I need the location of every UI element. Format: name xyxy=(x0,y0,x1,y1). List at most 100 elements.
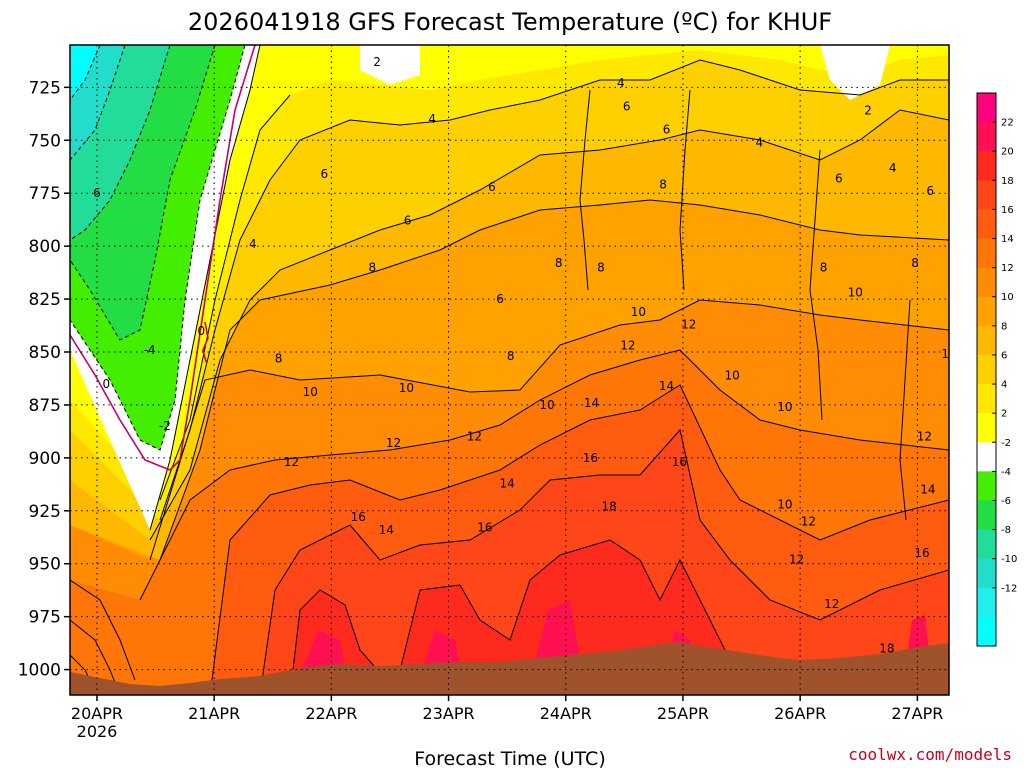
x-tick-label: 26APR xyxy=(774,704,826,723)
contour-line xyxy=(70,45,216,341)
contour-label: 2 xyxy=(373,55,381,69)
contour-label: 8 xyxy=(507,349,515,363)
contour-line xyxy=(70,45,101,101)
contour-label: 16 xyxy=(477,521,492,535)
y-tick-label: 775 xyxy=(29,184,61,204)
contour-label: 14 xyxy=(920,483,935,497)
chart-title: 2026041918 GFS Forecast Temperature (ºC)… xyxy=(188,8,832,36)
contour-label: -4 xyxy=(144,343,156,357)
colorbar-label: 16 xyxy=(1001,205,1014,216)
contour-label: 6 xyxy=(496,292,504,306)
y-tick-label: 1000 xyxy=(18,661,61,681)
colorbar-swatch xyxy=(977,500,996,531)
plot-area xyxy=(70,45,949,695)
contour-label: 8 xyxy=(275,351,283,365)
colorbar-swatch xyxy=(977,180,996,210)
colorbar-label: -6 xyxy=(1001,496,1011,507)
contour-label: 12 xyxy=(467,430,482,444)
contour-label: 12 xyxy=(824,597,839,611)
contour-label: 6 xyxy=(93,186,101,200)
y-tick-label: 975 xyxy=(29,608,61,628)
contour-line xyxy=(70,334,171,471)
contour-label: 14 xyxy=(659,379,674,393)
contour-line xyxy=(899,299,911,521)
y-tick-label: 925 xyxy=(29,502,61,522)
contour-label: -2 xyxy=(159,419,171,433)
x-tick-label: 25APR xyxy=(657,704,709,723)
contour-label: 6 xyxy=(623,99,631,113)
colorbar: 22 20 18 16 14 12 10 8 6 4 2 -2 -4 -6 -8 -10 -12 xyxy=(976,92,1017,647)
band-6 xyxy=(70,45,949,540)
contour-line xyxy=(70,45,171,241)
y-tick-label: 850 xyxy=(29,343,61,363)
band-white-top xyxy=(360,45,890,100)
contour-line xyxy=(149,299,949,561)
contour-label: 12 xyxy=(620,339,635,353)
contour-label: 10 xyxy=(399,381,414,395)
contour-label: 16 xyxy=(914,546,929,560)
colorbar-swatch xyxy=(977,296,996,327)
colorbar-swatch xyxy=(977,471,996,501)
x-tick-label: 24APR xyxy=(540,704,592,723)
contour-label: 12 xyxy=(917,430,932,444)
contour-label: 4 xyxy=(889,161,897,175)
contour-label: 12 xyxy=(284,455,299,469)
contour-line xyxy=(259,428,949,695)
contour-label: 10 xyxy=(725,368,740,382)
colorbar-frame xyxy=(976,92,997,647)
y-tick-label: 725 xyxy=(29,78,61,98)
contour-label: 14 xyxy=(500,476,515,490)
x-tick-label: 27APR xyxy=(891,704,943,723)
y-tick-label: 750 xyxy=(29,131,61,151)
colorbar-swatch xyxy=(977,587,996,618)
colorbar-swatch xyxy=(977,325,996,356)
x-tick-label: 20APR xyxy=(71,704,123,723)
colorbar-swatch xyxy=(977,122,996,152)
y-tick-label: 875 xyxy=(29,396,61,416)
contour-label: 8 xyxy=(820,260,828,274)
contour-line xyxy=(679,89,691,291)
contour-label: 4 xyxy=(755,135,763,149)
contour-label: 18 xyxy=(601,500,616,514)
contour-line xyxy=(209,384,949,695)
contour-label: 10 xyxy=(848,286,863,300)
contour-label: 16 xyxy=(351,510,366,524)
band-neg10 xyxy=(70,45,100,100)
contour-line xyxy=(159,199,949,561)
contour-label: 6 xyxy=(926,184,934,198)
contour-label: 8 xyxy=(911,256,919,270)
contour-label: 6 xyxy=(663,123,671,137)
colorbar-label: 10 xyxy=(1001,292,1014,303)
colorbar-label: -10 xyxy=(1001,554,1017,565)
colorbar-label: -12 xyxy=(1001,583,1017,594)
contour-label: 0 xyxy=(197,324,205,338)
contour-label: 10 xyxy=(777,497,792,511)
contour-line xyxy=(139,349,949,601)
grid-lines xyxy=(70,45,949,695)
colorbar-swatch xyxy=(977,93,996,123)
contour-line xyxy=(70,619,119,691)
colorbar-label: 4 xyxy=(1001,380,1007,391)
contour-line xyxy=(70,45,246,451)
colorbar-swatch xyxy=(977,151,996,181)
contour-line xyxy=(70,45,126,161)
contour-label: 4 xyxy=(249,237,257,251)
x-axis: 20APR 21APR 22APR 23APR 24APR 25APR 26APR 27APR xyxy=(71,695,943,723)
contour-line xyxy=(579,89,591,291)
contour-label: 10 xyxy=(777,400,792,414)
colorbar-label: 20 xyxy=(1001,147,1014,158)
colorbar-swatch xyxy=(977,384,996,414)
colorbar-label: -8 xyxy=(1001,525,1011,536)
colorbar-swatch xyxy=(977,616,996,647)
negative-contours xyxy=(70,45,246,451)
contour-label: 12 xyxy=(386,436,401,450)
contour-label: 6 xyxy=(488,180,496,194)
contour-label: 14 xyxy=(379,523,394,537)
zero-contours xyxy=(70,45,256,471)
colorbar-label: 14 xyxy=(1001,234,1014,245)
y-axis: 725 750 775 800 825 850 875 900 925 950 975 1000 xyxy=(18,78,70,681)
contour-label: 12 xyxy=(681,317,696,331)
contour-line xyxy=(169,45,256,471)
colorbar-label: 2 xyxy=(1001,409,1007,420)
